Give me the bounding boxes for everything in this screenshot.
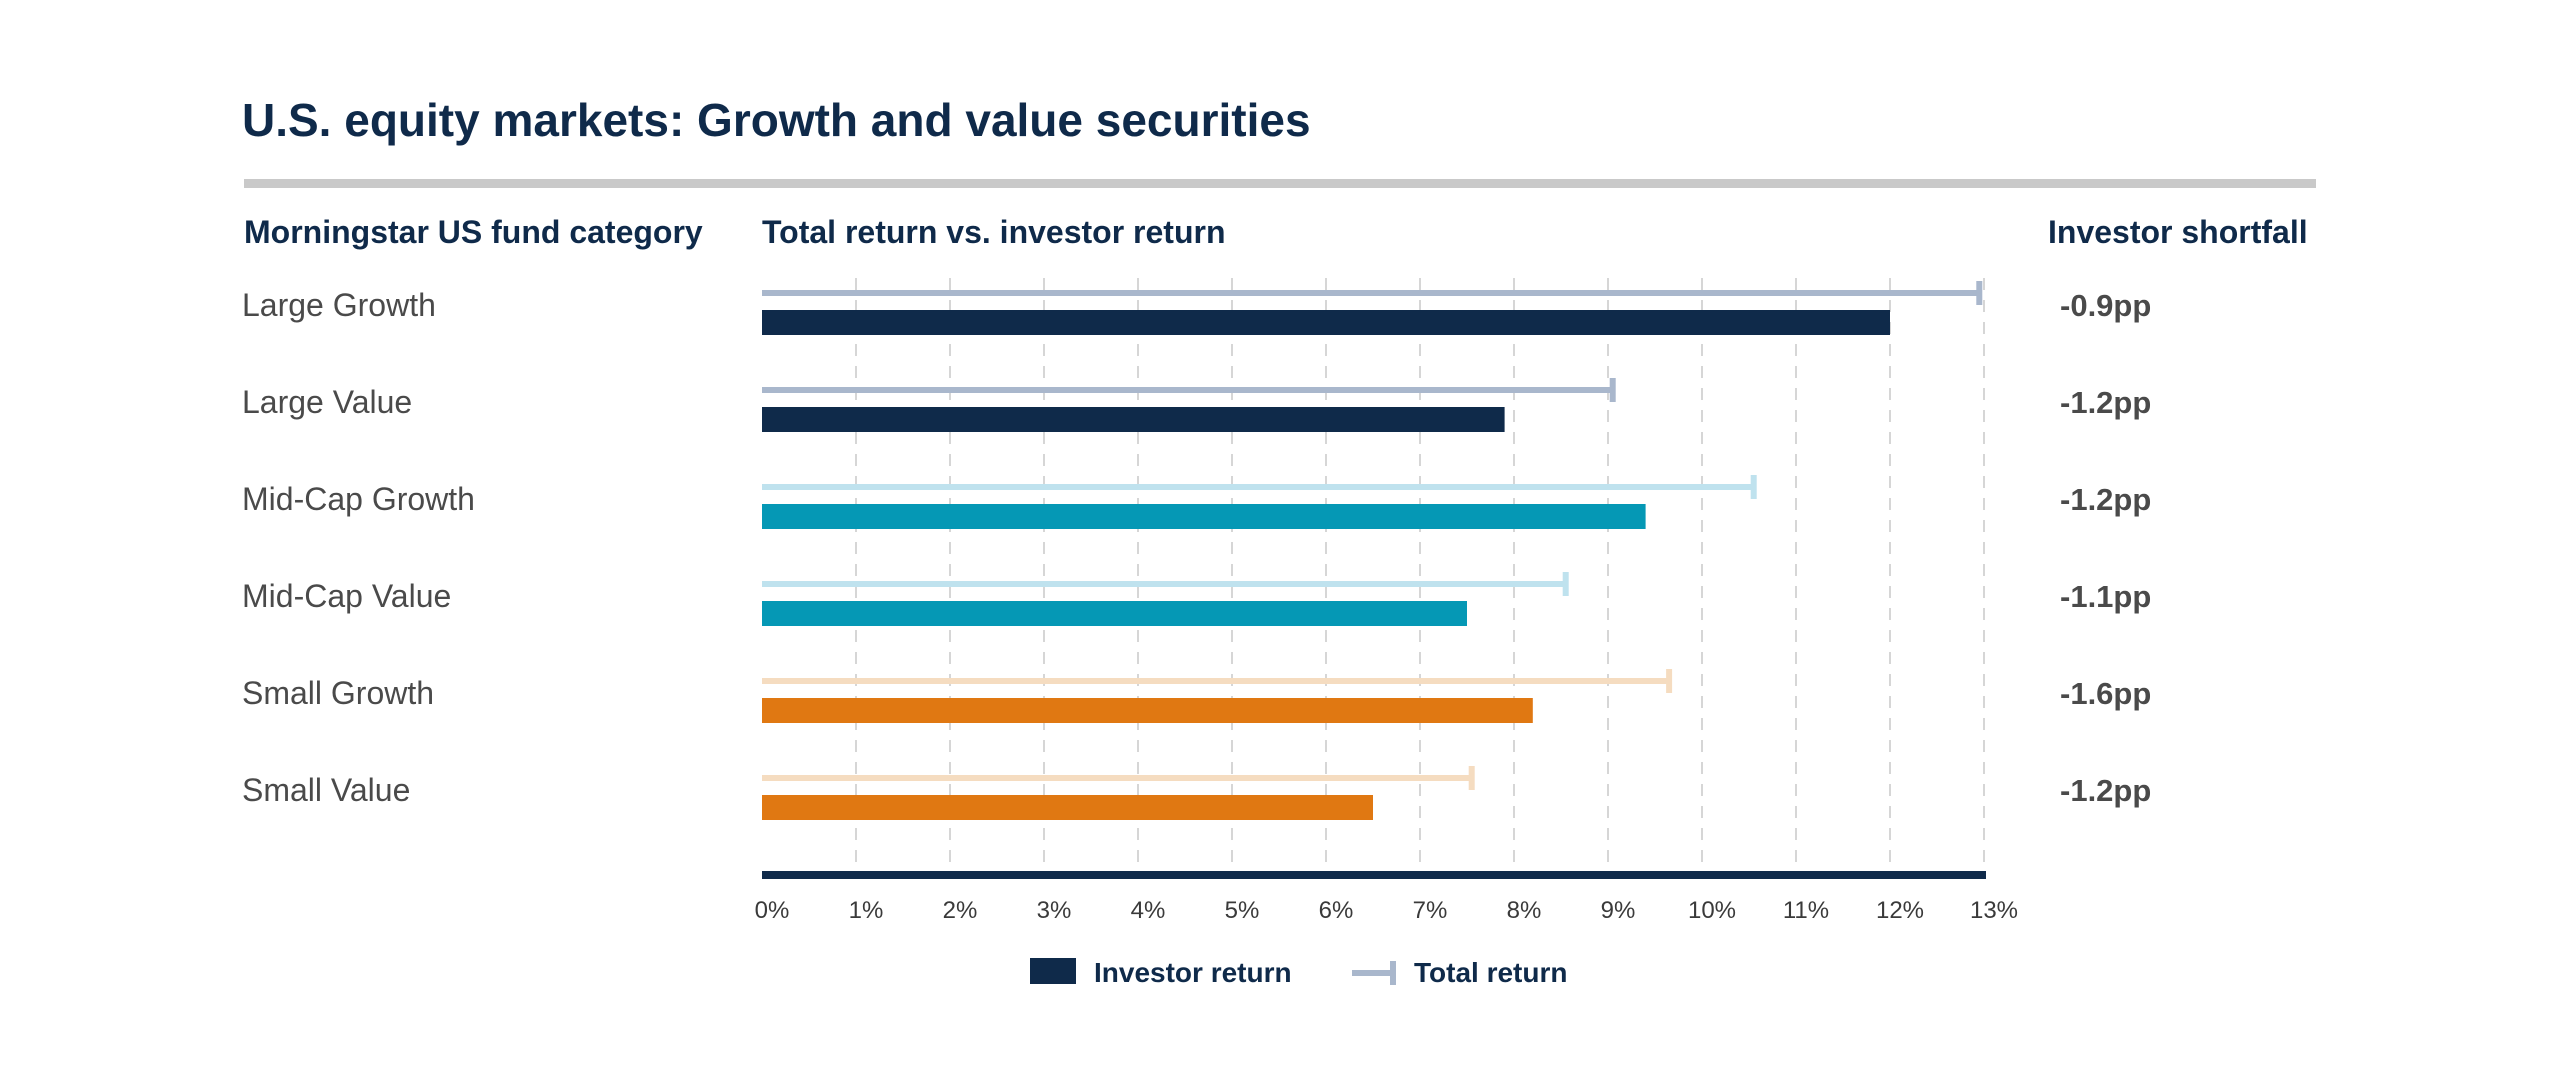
shortfall-column-header: Investor shortfall <box>2048 214 2308 250</box>
shortfall-value: -1.2pp <box>2060 482 2151 517</box>
category-row: Mid-Cap Value -1.1pp <box>242 572 2151 626</box>
total-return-line <box>762 581 1566 587</box>
investor-return-bar <box>762 504 1646 529</box>
x-tick-label: 2% <box>943 897 978 924</box>
total-return-line <box>762 387 1613 393</box>
x-tick-label: 10% <box>1688 897 1736 924</box>
x-tick-label: 1% <box>849 897 884 924</box>
x-tick-label: 4% <box>1131 897 1166 924</box>
shortfall-value: -1.2pp <box>2060 773 2151 808</box>
category-row: Mid-Cap Growth -1.2pp <box>242 475 2151 529</box>
shortfall-value: -0.9pp <box>2060 288 2151 323</box>
chart-column-header: Total return vs. investor return <box>762 214 1226 250</box>
legend: Investor return Total return <box>1030 957 1567 988</box>
total-return-cap <box>1976 281 1983 305</box>
x-tick-label: 7% <box>1413 897 1448 924</box>
investor-return-bar <box>762 310 1890 335</box>
x-tick-label: 6% <box>1319 897 1354 924</box>
legend-total-swatch-line <box>1352 970 1392 976</box>
investor-return-bar <box>762 795 1373 820</box>
x-tick-label: 3% <box>1037 897 1072 924</box>
category-label: Small Growth <box>242 675 434 711</box>
total-return-cap <box>1562 572 1569 596</box>
x-tick-label: 11% <box>1783 897 1829 924</box>
category-row: Large Value -1.2pp <box>242 378 2151 432</box>
x-axis-ticks: 0% 1% 2% 3% 4% 5% 6% 7% 8% 9% 10% 11% 12% 13% <box>755 897 2018 924</box>
x-tick-label: 12% <box>1876 897 1924 924</box>
shortfall-value: -1.6pp <box>2060 676 2151 711</box>
total-return-cap <box>1609 378 1616 402</box>
category-label: Large Growth <box>242 287 436 323</box>
legend-total-swatch-cap <box>1390 961 1396 985</box>
total-return-line <box>762 484 1754 490</box>
legend-investor-swatch <box>1030 958 1076 984</box>
category-label: Small Value <box>242 772 410 808</box>
investor-return-bar <box>762 601 1467 626</box>
total-return-cap <box>1666 669 1673 693</box>
total-return-line <box>762 678 1670 684</box>
legend-total-label: Total return <box>1414 957 1567 988</box>
x-tick-label: 5% <box>1225 897 1260 924</box>
category-row: Large Growth -0.9pp <box>242 281 2151 335</box>
total-return-cap <box>1468 766 1475 790</box>
x-tick-label: 0% <box>755 897 790 924</box>
total-return-line <box>762 290 1980 296</box>
x-tick-label: 13% <box>1970 897 2018 924</box>
chart-title: U.S. equity markets: Growth and value se… <box>242 94 1311 146</box>
x-axis-baseline <box>762 871 1986 879</box>
legend-investor-label: Investor return <box>1094 957 1292 988</box>
category-row: Small Value -1.2pp <box>242 766 2151 820</box>
investor-return-bar <box>762 407 1505 432</box>
gridlines <box>855 278 1985 871</box>
category-column-header: Morningstar US fund category <box>244 214 703 250</box>
shortfall-value: -1.2pp <box>2060 385 2151 420</box>
category-label: Mid-Cap Growth <box>242 481 475 517</box>
category-row: Small Growth -1.6pp <box>242 669 2151 723</box>
category-label: Mid-Cap Value <box>242 578 451 614</box>
title-divider <box>244 179 2316 188</box>
category-label: Large Value <box>242 384 412 420</box>
total-return-line <box>762 775 1472 781</box>
total-return-cap <box>1750 475 1757 499</box>
investor-return-bar <box>762 698 1533 723</box>
x-tick-label: 9% <box>1601 897 1636 924</box>
shortfall-value: -1.1pp <box>2060 579 2151 614</box>
x-tick-label: 8% <box>1507 897 1542 924</box>
